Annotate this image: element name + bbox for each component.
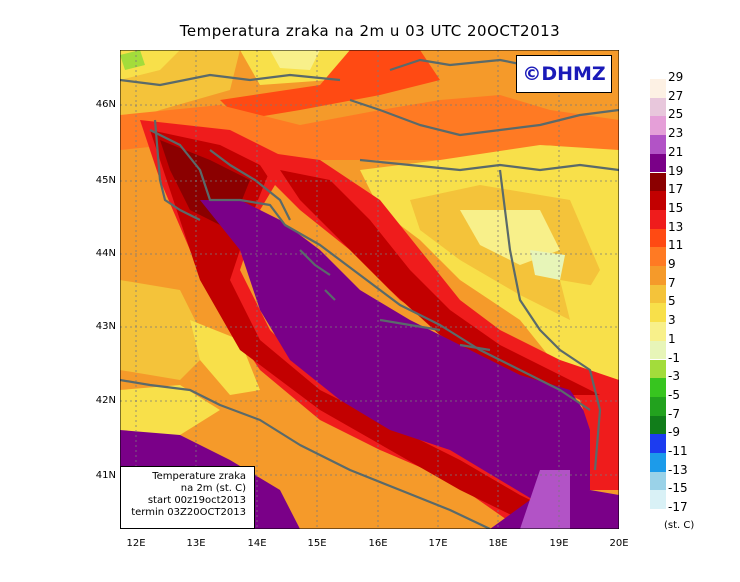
lon-tick-label: 14E [247, 538, 267, 549]
legend-label: -11 [668, 444, 688, 458]
legend-swatch [650, 97, 666, 117]
legend-label: 5 [668, 294, 676, 309]
legend-swatch [650, 340, 666, 360]
legend-label: -1 [668, 350, 680, 365]
dhmz-logo: ©DHMZ [516, 55, 612, 93]
lat-tick-label: 45N [95, 175, 116, 186]
legend-swatch [650, 396, 666, 416]
lon-tick-label: 19E [549, 538, 569, 549]
legend-swatch [650, 378, 666, 397]
lon-tick-label: 12E [126, 538, 146, 549]
legend-swatch [650, 79, 666, 98]
legend-swatch [650, 434, 666, 453]
legend-label: -17 [668, 500, 688, 515]
legend-label: -7 [668, 406, 680, 421]
lon-tick-label: 20E [609, 538, 629, 549]
legend-swatch [650, 490, 666, 510]
lon-tick-label: 13E [186, 538, 206, 549]
legend-swatch [650, 135, 666, 154]
lat-tick-label: 44N [95, 248, 116, 259]
lat-tick-label: 41N [95, 470, 116, 481]
legend-label: -13 [668, 462, 688, 477]
zone-north-red [220, 50, 440, 120]
legend-label: 27 [668, 88, 684, 103]
legend-swatch [650, 322, 666, 341]
legend-swatch [650, 415, 666, 435]
info-line-1: Temperature zraka [152, 471, 246, 482]
legend-swatch [650, 116, 666, 136]
legend-swatch [650, 284, 666, 304]
legend-swatch [650, 191, 666, 210]
legend-label: 29 [668, 70, 684, 84]
legend-label: 25 [668, 107, 684, 122]
legend-label: 21 [668, 144, 684, 159]
legend-swatch [650, 209, 666, 229]
legend-label: 15 [668, 200, 684, 215]
legend-label: 9 [668, 257, 676, 271]
legend-label: 1 [668, 331, 676, 346]
info-line-4: termin 03Z20OCT2013 [131, 507, 246, 518]
legend-swatch [650, 172, 666, 192]
info-box: Temperature zraka na 2m (st. C) start 00… [120, 466, 255, 529]
legend-swatch [650, 153, 666, 173]
lon-tick-label: 18E [488, 538, 508, 549]
legend-label: -5 [668, 387, 680, 402]
lat-tick-label: 43N [95, 321, 116, 332]
legend-label: -9 [668, 425, 680, 440]
legend-swatch [650, 228, 666, 248]
legend-swatch [650, 453, 666, 472]
legend-label: 7 [668, 275, 676, 290]
legend-swatch [650, 266, 666, 285]
lat-tick-label: 42N [95, 395, 116, 406]
temperature-map [120, 50, 619, 529]
legend-swatch [650, 359, 666, 379]
legend-label: 13 [668, 219, 684, 234]
legend-label: 11 [668, 238, 684, 253]
zone-adriatic [200, 200, 590, 510]
legend-label: -3 [668, 369, 680, 384]
legend-swatch [650, 247, 666, 266]
legend-swatch [650, 471, 666, 491]
lon-tick-label: 15E [307, 538, 327, 549]
lon-tick-label: 16E [368, 538, 388, 549]
legend-label: -15 [668, 481, 688, 496]
legend-swatch [650, 303, 666, 323]
legend-units: (st. C) [664, 520, 695, 531]
lat-tick-label: 46N [95, 99, 116, 110]
lon-tick-label: 17E [428, 538, 448, 549]
legend-label: 3 [668, 313, 676, 328]
info-line-3: start 00z19oct2013 [147, 495, 246, 506]
info-line-2: na 2m (st. C) [180, 483, 246, 494]
legend-label: 19 [668, 163, 684, 178]
map-title: Temperatura zraka na 2m u 03 UTC 20OCT20… [179, 22, 561, 40]
legend-label: 23 [668, 126, 684, 141]
legend-label: 17 [668, 182, 684, 197]
